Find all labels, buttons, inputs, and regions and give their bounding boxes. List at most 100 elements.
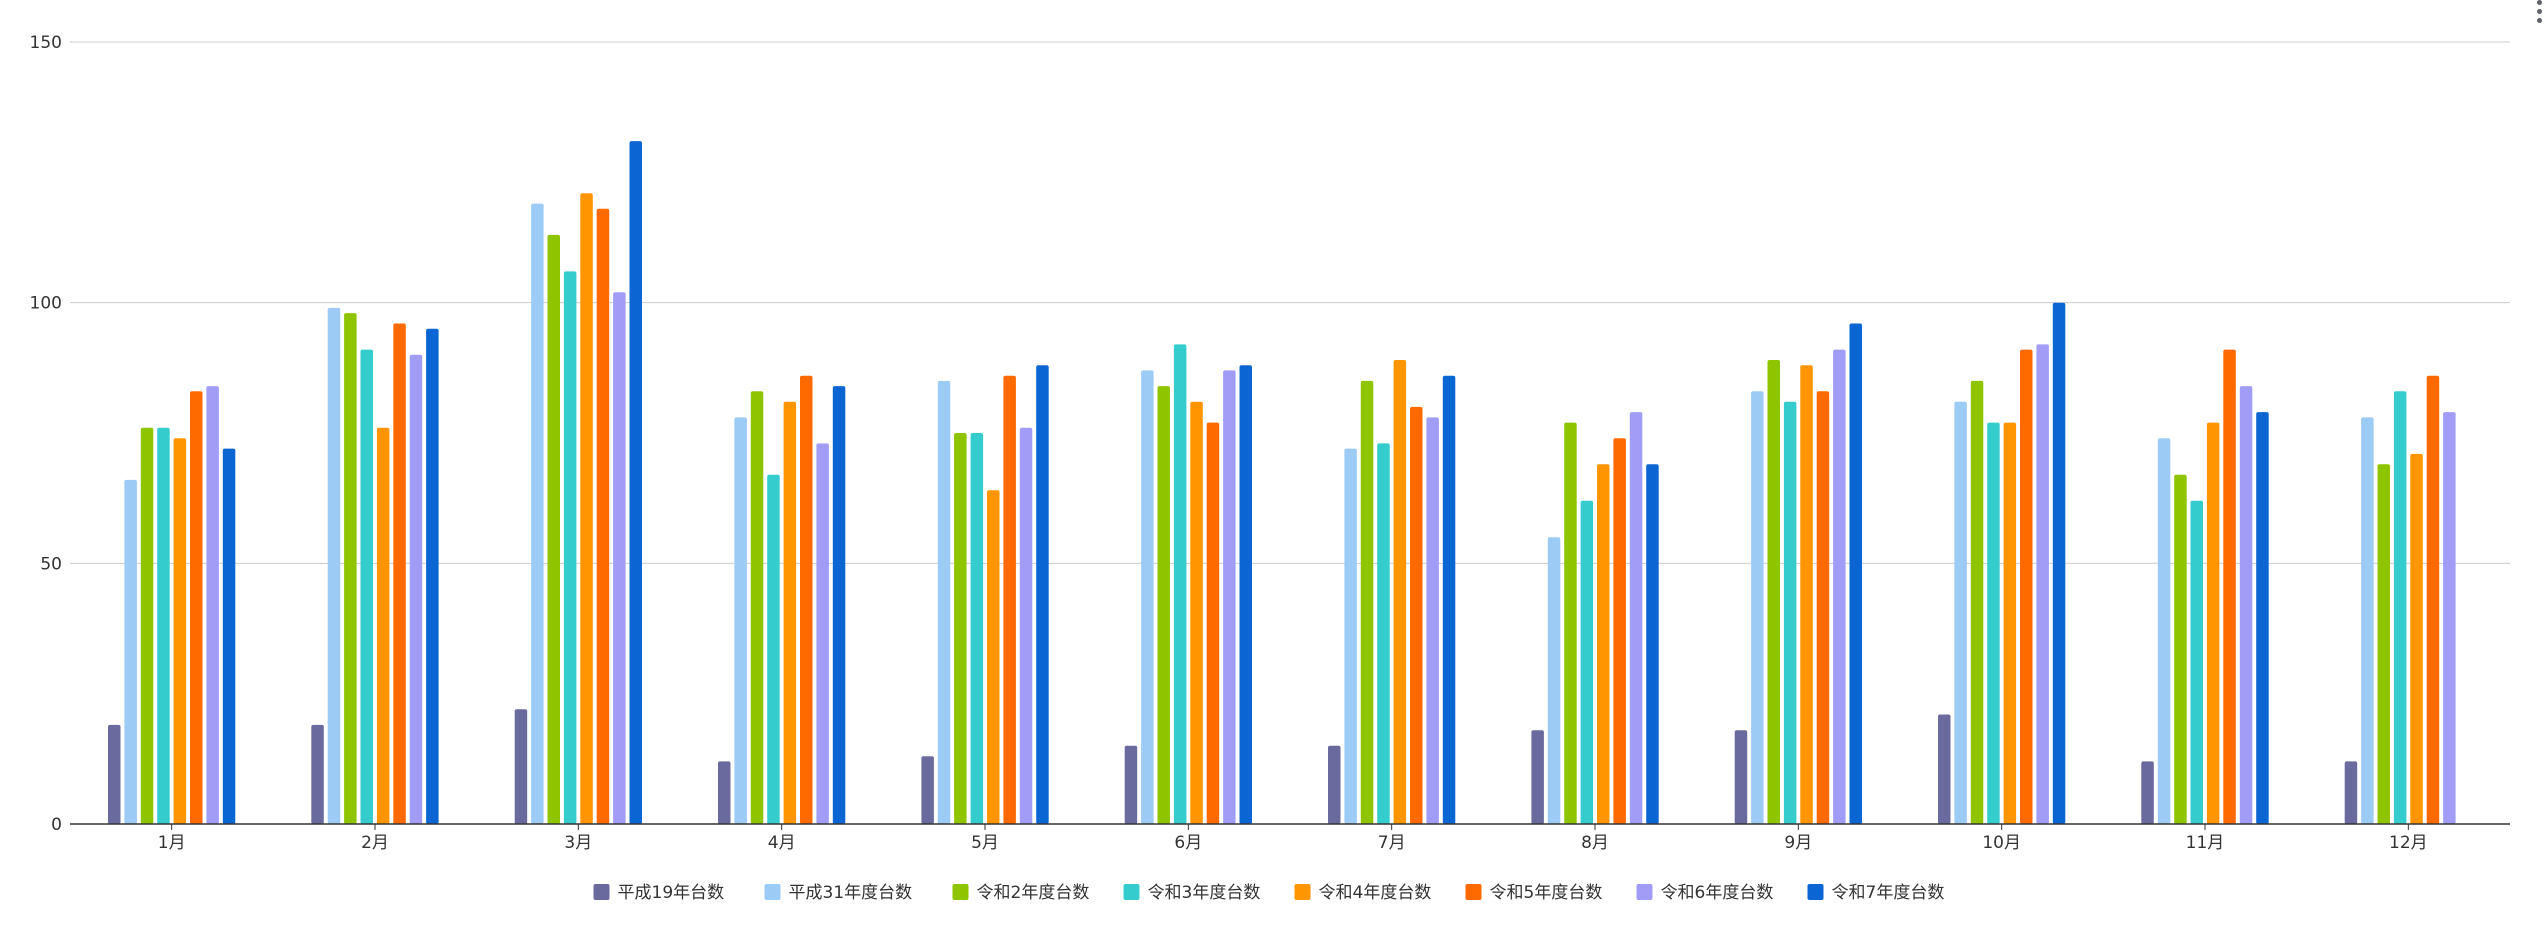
bar[interactable] [1751,391,1764,824]
bar[interactable] [1410,406,1423,824]
bar[interactable] [376,427,390,824]
bar[interactable] [327,307,341,824]
bar[interactable] [1157,386,1171,824]
bar[interactable] [1783,401,1797,824]
bar[interactable] [190,391,203,824]
bar[interactable] [718,761,731,824]
legend-item[interactable]: 令和7年度台数 [1807,883,1945,903]
bar[interactable] [734,417,747,824]
bar[interactable] [987,490,1000,824]
bar[interactable] [1833,349,1846,824]
bar[interactable] [514,709,528,824]
bar[interactable] [1800,365,1813,824]
bar[interactable] [1629,412,1643,824]
bar[interactable] [2036,344,2049,824]
bar[interactable] [1173,344,1187,824]
bar[interactable] [531,203,544,825]
bar[interactable] [1646,464,1659,824]
bar[interactable] [921,756,934,824]
bar[interactable] [563,271,577,824]
bar[interactable] [816,443,829,824]
bar[interactable] [311,724,324,824]
bar[interactable] [140,427,154,824]
bar[interactable] [1003,375,1016,824]
bar[interactable] [1206,422,1220,824]
bar[interactable] [1954,401,1967,824]
bar[interactable] [832,386,846,824]
bar[interactable] [1141,370,1154,824]
bar[interactable] [954,433,967,824]
bar[interactable] [1613,438,1626,824]
legend-item[interactable]: 令和3年度台数 [1123,883,1261,903]
bar[interactable] [1849,323,1863,825]
bar[interactable] [1597,464,1610,824]
bar[interactable] [1190,401,1203,824]
bar[interactable] [750,391,764,824]
bar[interactable] [206,386,219,824]
bar[interactable] [1344,448,1357,824]
bar[interactable] [1036,365,1049,824]
bar[interactable] [800,375,813,824]
bar[interactable] [2052,302,2066,824]
bar[interactable] [1426,417,1439,824]
bar[interactable] [2426,375,2440,824]
bar[interactable] [1547,537,1561,824]
bar[interactable] [1734,730,1748,824]
bar[interactable] [580,193,593,824]
bar[interactable] [2361,417,2374,824]
bar[interactable] [2377,464,2391,824]
bar[interactable] [1442,375,1456,824]
bar[interactable] [767,474,780,824]
bar[interactable] [1239,365,1253,824]
bar[interactable] [2393,391,2407,824]
bar[interactable] [2141,761,2154,824]
bar[interactable] [2239,386,2253,824]
more-vert-icon[interactable] [2532,0,2544,26]
legend-item[interactable]: 令和6年度台数 [1636,883,1774,903]
bar[interactable] [2190,500,2204,824]
bar[interactable] [426,328,439,824]
bar[interactable] [1223,370,1236,824]
bar[interactable] [2256,412,2269,824]
bar[interactable] [1531,730,1544,824]
bar[interactable] [596,208,610,825]
bar[interactable] [409,354,423,824]
bar[interactable] [2174,474,2187,824]
bar[interactable] [1987,422,2000,824]
bar[interactable] [124,479,137,824]
bar[interactable] [2020,349,2033,824]
bar[interactable] [108,724,121,824]
bar[interactable] [360,349,374,824]
bar[interactable] [222,448,236,824]
bar[interactable] [1019,427,1033,824]
bar[interactable] [2443,412,2456,824]
legend-item[interactable]: 平成19年台数 [593,883,725,903]
bar[interactable] [2410,453,2423,824]
bar[interactable] [2003,422,2017,824]
legend-item[interactable]: 令和4年度台数 [1294,883,1432,903]
legend[interactable]: 平成19年台数 平成31年度台数 令和2年度台数 令和3年度台数 令和4年度台数 令和5年… [593,883,1945,903]
bar[interactable] [970,433,984,824]
legend-item[interactable]: 令和5年度台数 [1465,883,1603,903]
bar[interactable] [1564,422,1577,824]
legend-item[interactable]: 令和2年度台数 [952,883,1090,903]
bar[interactable] [937,380,951,824]
bar[interactable] [783,401,797,824]
bar[interactable] [1580,500,1594,824]
legend-item[interactable]: 平成31年度台数 [764,883,913,903]
bar[interactable] [157,427,170,824]
bar[interactable] [547,234,561,824]
bar[interactable] [2344,761,2358,824]
bar[interactable] [393,323,406,825]
bar[interactable] [173,438,187,824]
bar[interactable] [613,292,626,824]
bar[interactable] [1393,360,1407,824]
bar[interactable] [629,141,643,825]
bar[interactable] [1328,745,1341,824]
bar[interactable] [1377,443,1390,824]
bar[interactable] [1124,745,1138,824]
bar[interactable] [1938,714,1951,825]
bar[interactable] [1360,380,1374,824]
bar[interactable] [1970,380,1984,824]
bar[interactable] [344,313,357,824]
